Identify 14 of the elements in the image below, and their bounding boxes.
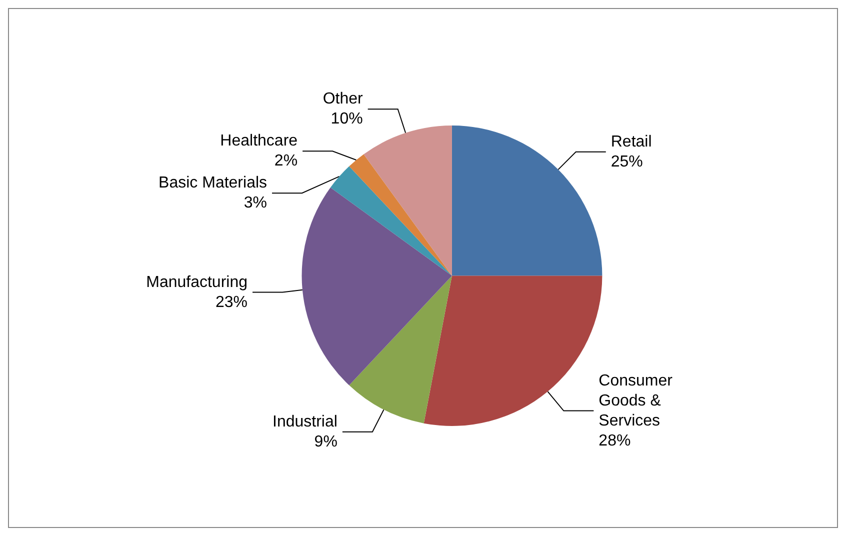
data-label: 9% [314,433,338,450]
data-label: 10% [330,110,363,128]
data-label: 25% [610,153,643,170]
data-label: 23% [215,294,248,311]
slice-label: Healthcare [220,132,298,150]
data-label: 3% [244,194,268,212]
slice-label: Other [322,90,364,108]
slice-label: Industrial [272,413,338,430]
slice-label: Basic Materials [158,174,268,192]
slice-label: Retail [610,133,652,150]
data-label: 2% [274,152,298,170]
data-label: 28% [598,432,631,450]
slice-label: Consumer Goods & Services [598,372,677,430]
slice-label: Manufacturing [146,274,248,291]
